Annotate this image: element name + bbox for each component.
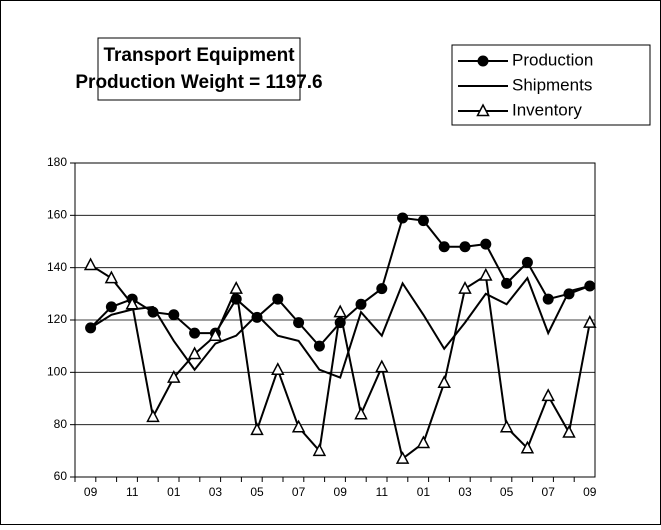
- marker: [395, 451, 410, 464]
- x-tick-label: 09: [84, 485, 98, 499]
- marker: [499, 419, 514, 433]
- x-tick-label: 07: [292, 485, 306, 499]
- marker: [83, 257, 98, 271]
- y-tick-label: 140: [47, 260, 67, 274]
- x-tick-label: 01: [167, 485, 181, 499]
- marker: [397, 212, 409, 224]
- marker: [187, 346, 202, 360]
- marker: [477, 55, 489, 67]
- marker: [501, 277, 513, 289]
- marker: [355, 298, 367, 310]
- series-line: [90, 276, 591, 379]
- marker: [272, 293, 284, 305]
- x-tick-label: 05: [250, 485, 264, 499]
- marker: [376, 283, 388, 295]
- marker: [480, 238, 492, 250]
- marker: [438, 241, 450, 253]
- y-tick-label: 160: [47, 208, 67, 222]
- y-tick-label: 180: [47, 155, 67, 169]
- x-tick-label: 09: [334, 485, 348, 499]
- y-tick-label: 100: [47, 365, 67, 379]
- marker: [147, 306, 159, 318]
- x-tick-label: 03: [458, 485, 472, 499]
- marker: [542, 293, 554, 305]
- legend-label: Production: [512, 50, 593, 69]
- marker: [459, 241, 471, 253]
- marker: [125, 296, 139, 310]
- marker: [437, 375, 451, 389]
- marker: [458, 280, 472, 294]
- marker: [291, 419, 306, 433]
- marker: [521, 256, 533, 268]
- marker: [476, 103, 490, 117]
- marker: [416, 435, 431, 449]
- marker: [167, 369, 181, 383]
- legend-label: Inventory: [512, 100, 582, 119]
- marker: [251, 311, 263, 323]
- marker: [520, 440, 535, 454]
- marker: [229, 280, 243, 294]
- chart-title: Transport Equipment: [103, 45, 295, 66]
- marker: [479, 267, 493, 281]
- marker: [375, 359, 389, 373]
- marker: [312, 443, 327, 457]
- marker: [313, 340, 325, 352]
- y-tick-label: 80: [54, 417, 68, 431]
- marker: [104, 270, 119, 284]
- marker: [250, 422, 264, 436]
- marker: [146, 409, 160, 423]
- marker: [105, 301, 117, 313]
- x-tick-label: 09: [583, 485, 597, 499]
- x-tick-label: 11: [126, 485, 139, 499]
- y-tick-label: 120: [47, 312, 67, 326]
- marker: [189, 327, 201, 339]
- x-tick-label: 07: [542, 485, 556, 499]
- marker: [333, 304, 347, 318]
- title-box: [97, 37, 301, 101]
- marker: [562, 424, 576, 438]
- legend-label: Shipments: [512, 75, 592, 94]
- marker: [354, 406, 368, 420]
- marker: [417, 215, 429, 227]
- marker: [271, 362, 285, 375]
- chart-title: Production Weight = 1197.6: [75, 72, 322, 93]
- marker: [293, 317, 305, 329]
- x-tick-label: 01: [417, 485, 431, 499]
- marker: [583, 315, 597, 328]
- x-tick-label: 11: [376, 485, 389, 499]
- x-tick-label: 05: [500, 485, 514, 499]
- marker: [168, 309, 180, 321]
- marker: [208, 328, 223, 341]
- marker: [541, 388, 555, 402]
- y-tick-label: 60: [54, 469, 68, 483]
- x-tick-label: 03: [209, 485, 223, 499]
